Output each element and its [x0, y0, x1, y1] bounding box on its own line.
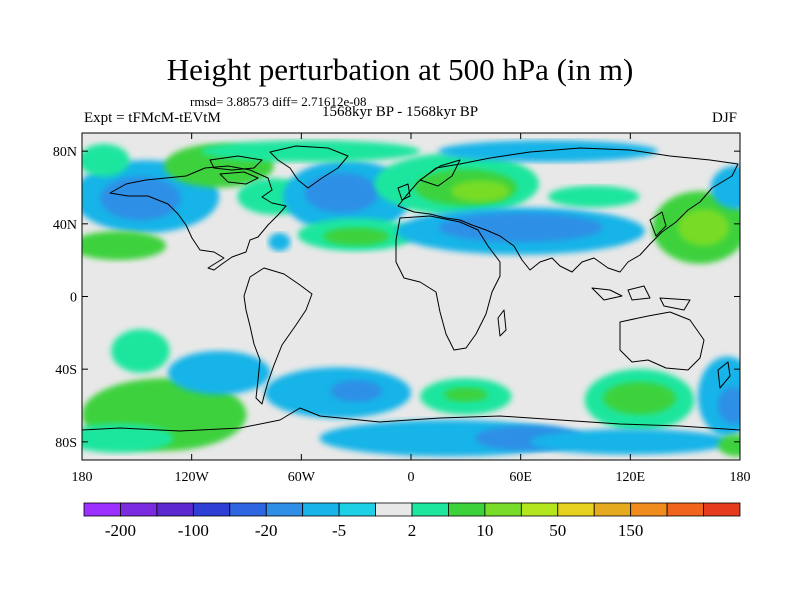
colorbar-box-5 — [265, 502, 304, 517]
coast-greenland — [269, 145, 349, 189]
colorbar-box-9 — [411, 502, 449, 517]
coast-eurasia — [397, 147, 739, 273]
colorbar-box-1 — [120, 502, 158, 517]
colorbar-box-17 — [703, 502, 741, 517]
field-region-29 — [443, 387, 488, 402]
experiment-label: Expt = tFMcM-tEVtM — [84, 110, 221, 126]
field-region-34 — [529, 429, 731, 455]
field-region-10 — [200, 140, 421, 163]
colorbar-label-1: -100 — [178, 521, 209, 540]
field-region-24 — [167, 351, 271, 395]
coast-japan — [649, 211, 667, 237]
field-region-18 — [438, 212, 603, 242]
lon-tick-label-6: 180 — [730, 470, 751, 485]
field-region-25 — [82, 423, 174, 453]
colorbar-box-16 — [666, 502, 704, 517]
axis-layer: 80N 40N 0 40S 80S 180 120W 60W 0 60E 120E 180 — [53, 133, 751, 485]
colorbar-box-3 — [192, 502, 231, 517]
coast-south-america — [243, 267, 313, 405]
lon-tick-label-2: 60W — [288, 470, 316, 485]
coast-arctic-islands — [209, 155, 263, 185]
colorbar-box-7 — [338, 502, 376, 517]
field-region-36 — [718, 387, 740, 424]
field-region-37 — [718, 434, 740, 457]
field-region-33 — [602, 381, 677, 415]
field-region-16 — [548, 185, 640, 208]
field-region-23 — [111, 329, 170, 373]
field-region-7 — [304, 172, 379, 213]
field-region-2 — [82, 231, 167, 261]
lat-tick-label-4: 80S — [55, 436, 77, 451]
coast-africa — [395, 215, 501, 351]
field-region-1 — [100, 176, 181, 221]
coast-madagascar — [497, 309, 507, 337]
colorbar: -200 -100 -20 -5 2 10 50 150 — [83, 502, 741, 540]
coastline-layer — [82, 145, 740, 432]
colorbar-label-2: -20 — [255, 521, 278, 540]
coast-scandinavia — [419, 159, 461, 187]
period-label: 1568kyr BP - 1568kyr BP — [322, 104, 479, 120]
colorbar-box-2 — [156, 502, 194, 517]
colorbar-label-7: 150 — [618, 521, 644, 540]
lon-tick-label-5: 120E — [616, 470, 646, 485]
field-region-11 — [268, 232, 291, 252]
colorbar-box-0 — [83, 502, 121, 517]
field-region-21 — [710, 165, 740, 210]
colorbar-box-4 — [229, 502, 267, 517]
colorbar-box-12 — [520, 502, 559, 517]
field-region-15 — [438, 140, 658, 163]
stats-label: rmsd= 3.88573 diff= 2.71612e-08 — [190, 94, 367, 109]
field-region-3 — [82, 143, 130, 177]
colorbar-box-11 — [484, 502, 522, 517]
lon-tick-label-1: 120W — [175, 470, 210, 485]
coast-new-zealand — [717, 361, 731, 389]
coast-se-asia-islands — [591, 285, 691, 311]
coast-british-isles — [397, 183, 411, 201]
coast-australia — [619, 311, 705, 371]
colorbar-label-3: -5 — [332, 521, 346, 540]
coast-antarctica — [82, 407, 740, 432]
lon-tick-label-0: 180 — [72, 470, 93, 485]
field-region-27 — [330, 380, 382, 402]
lat-tick-label-2: 0 — [70, 291, 77, 306]
lon-tick-label-3: 0 — [408, 470, 415, 485]
colorbar-box-6 — [302, 502, 340, 517]
colorbar-box-14 — [593, 502, 632, 517]
colorbar-box-8 — [375, 502, 413, 517]
colorbar-label-4: 2 — [408, 521, 417, 540]
colorbar-box-10 — [448, 502, 486, 517]
lat-tick-label-0: 80N — [53, 145, 77, 160]
colorbar-box-13 — [557, 502, 595, 517]
chart-title: Height perturbation at 500 hPa (in m) — [166, 52, 634, 87]
field-region-20 — [677, 209, 730, 246]
lon-tick-label-4: 60E — [509, 470, 532, 485]
lat-tick-label-1: 40N — [53, 218, 77, 233]
field-region-9 — [323, 227, 390, 246]
coast-north-america — [109, 165, 287, 271]
lat-tick-label-3: 40S — [55, 363, 77, 378]
colorbar-box-15 — [630, 502, 668, 517]
colorbar-label-6: 50 — [549, 521, 566, 540]
season-label: DJF — [712, 110, 738, 126]
colorbar-label-0: -200 — [105, 521, 136, 540]
colorbar-label-5: 10 — [476, 521, 493, 540]
field-region-14 — [451, 180, 510, 203]
field-layer — [82, 140, 740, 457]
